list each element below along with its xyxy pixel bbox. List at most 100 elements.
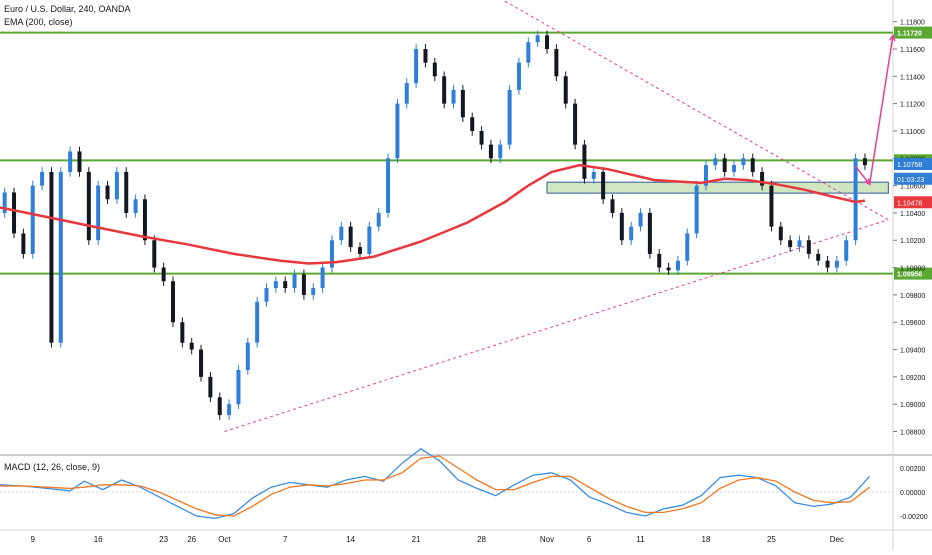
projection-arrows[interactable]: [855, 33, 896, 186]
time-tick-label: 28: [477, 535, 486, 544]
candle-body: [470, 117, 475, 131]
candle-body: [713, 158, 718, 166]
price-tick-label: 1.10600: [900, 184, 925, 191]
candle-body: [498, 144, 503, 159]
candle-body: [573, 103, 578, 145]
macd-indicator-label: MACD (12, 26, close, 9): [4, 462, 101, 472]
candle-body: [479, 130, 484, 145]
macd-line: [0, 448, 871, 520]
candle-body: [189, 342, 194, 350]
price-tick-label: 1.11800: [900, 20, 925, 27]
trendlines[interactable]: [224, 0, 889, 432]
candle-body: [545, 35, 550, 49]
time-tick-label: 25: [767, 535, 776, 544]
price-marker-label: 01:03:23: [897, 177, 924, 184]
candle-body: [40, 171, 45, 186]
projection-arrow-line[interactable]: [855, 166, 871, 185]
candle-body: [152, 240, 157, 268]
projection-arrow-line[interactable]: [868, 35, 894, 185]
level-price-label: 1.11720: [897, 31, 922, 38]
time-tick-label: 18: [702, 535, 711, 544]
candle-body: [376, 212, 381, 227]
time-tick-label: Dec: [830, 535, 844, 544]
candle-body: [386, 158, 391, 213]
candle-body: [610, 199, 615, 213]
trendline-dashed[interactable]: [504, 0, 889, 221]
candle-body: [358, 247, 363, 254]
trendline-dashed[interactable]: [224, 219, 889, 432]
candle-body: [292, 274, 297, 289]
candle-body: [320, 267, 325, 289]
time-tick-label: 14: [346, 535, 355, 544]
candle-body: [601, 171, 606, 200]
candle-body: [264, 288, 269, 302]
candle-body: [329, 240, 334, 268]
candle-body: [12, 192, 17, 234]
time-tick-label: 26: [187, 535, 196, 544]
ema-200-line: [0, 163, 866, 265]
price-tick-label: 1.09600: [900, 320, 925, 327]
time-tick-label: Nov: [540, 535, 554, 544]
candle-body: [507, 89, 512, 145]
ema-indicator-label: EMA (200, close): [4, 17, 73, 27]
candle-body: [2, 192, 7, 213]
candle-body: [414, 48, 419, 84]
candle-body: [760, 171, 765, 186]
candle-body: [395, 103, 400, 159]
candle-body: [591, 171, 596, 179]
candle-body: [21, 233, 26, 254]
time-tick-label: 23: [159, 535, 168, 544]
candle-body: [423, 48, 428, 63]
candle-body: [629, 226, 634, 241]
candle-body: [49, 171, 54, 343]
candle-body: [124, 171, 129, 213]
candle-body: [30, 185, 35, 254]
candle-body: [825, 260, 830, 268]
support-resistance-zone[interactable]: [546, 181, 889, 194]
price-marker-tag: [894, 196, 932, 209]
candle-body: [526, 42, 531, 63]
price-tick-label: 1.09000: [900, 402, 925, 409]
candle-body: [283, 281, 288, 289]
candle-body: [647, 212, 652, 254]
projection-arrow-head: [888, 33, 896, 42]
candle-body: [217, 397, 222, 416]
candle-body: [554, 48, 559, 77]
candle-body: [750, 158, 755, 172]
candle-body: [685, 233, 690, 261]
candle-body: [170, 281, 175, 323]
candle-body: [769, 185, 774, 227]
candle-body: [797, 240, 802, 248]
time-tick-label: Oct: [218, 535, 231, 544]
candle-body: [788, 240, 793, 248]
candle-body: [339, 226, 344, 241]
time-tick-label: 11: [636, 535, 645, 544]
candle-body: [236, 370, 241, 405]
macd-pane: 0.00200 0.00000 -0.00200: [0, 448, 928, 521]
axes: 1.118001.116001.114001.112001.110001.108…: [31, 20, 932, 544]
candle-body: [460, 89, 465, 118]
candle-body: [227, 404, 232, 416]
candle-body: [816, 253, 821, 261]
candle-body: [180, 322, 185, 343]
level-price-tag: [894, 267, 932, 280]
candle-body: [404, 83, 409, 104]
candle-body: [582, 144, 587, 179]
candle-body: [619, 212, 624, 241]
price-tick-label: 1.11600: [900, 47, 925, 54]
candle-body: [694, 185, 699, 234]
candle-body: [834, 260, 839, 268]
candle-body: [142, 199, 147, 241]
candle-body: [367, 226, 372, 254]
candle-body: [105, 185, 110, 200]
candle-body: [442, 76, 447, 104]
candle-body: [862, 158, 867, 166]
price-marker-label: 1.10478: [897, 200, 922, 207]
candle-body: [563, 76, 568, 104]
candle-body: [58, 171, 63, 343]
chart-title: Euro / U.S. Dollar, 240, OANDA: [4, 4, 131, 14]
candle-body: [451, 89, 456, 104]
candle-body: [778, 226, 783, 241]
